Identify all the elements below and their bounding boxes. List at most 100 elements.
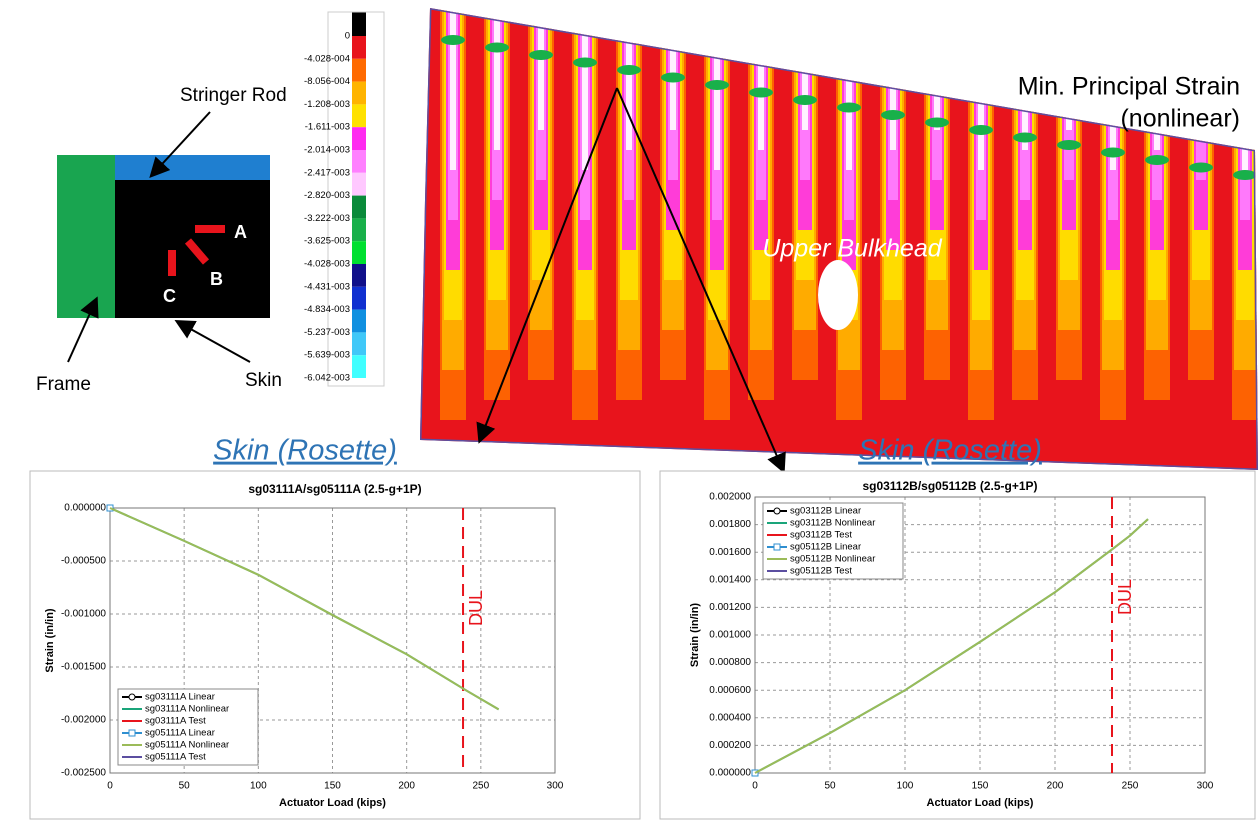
color-swatch bbox=[352, 309, 366, 333]
y-tick-label: 0.000200 bbox=[709, 740, 751, 751]
x-tick-label: 150 bbox=[324, 781, 341, 792]
series-line bbox=[109, 507, 500, 711]
contour-band bbox=[1062, 8, 1076, 230]
color-swatch bbox=[352, 332, 366, 356]
gauge-diagram: A B C Stringer Rod Frame Skin bbox=[36, 85, 287, 395]
y-tick-label: 0.001000 bbox=[709, 630, 751, 641]
colorbar-label: -2.014-003 bbox=[304, 145, 350, 156]
contour-spot bbox=[705, 80, 729, 90]
y-tick-label: 0.000000 bbox=[709, 768, 751, 779]
contour-band bbox=[1240, 8, 1250, 220]
legend-label: sg05112B Nonlinear bbox=[790, 554, 875, 565]
contour-band bbox=[538, 8, 544, 130]
colorbar: 0 -4.028-004 -8.056-004 -1.208-003 -1.611-00… bbox=[304, 11, 385, 387]
x-tick-label: 0 bbox=[752, 781, 758, 792]
contour-spot bbox=[925, 117, 949, 128]
legend-label: sg03111A Nonlinear bbox=[145, 704, 229, 715]
gauge-label: C bbox=[163, 286, 176, 306]
gauge-b bbox=[184, 238, 210, 265]
color-swatch bbox=[352, 150, 366, 173]
annotation-label: DUL bbox=[1115, 579, 1135, 615]
x-axis-label: Actuator Load (kips) bbox=[927, 797, 1034, 809]
y-tick-label: 0.000000 bbox=[64, 503, 106, 514]
x-tick-label: 150 bbox=[972, 781, 989, 792]
skin-label: Skin bbox=[245, 370, 282, 391]
arrow bbox=[476, 87, 618, 444]
x-tick-label: 0 bbox=[107, 781, 113, 792]
chart-frame bbox=[29, 470, 641, 820]
contour-band bbox=[758, 8, 764, 150]
arrow bbox=[149, 111, 211, 178]
color-swatch bbox=[352, 104, 366, 128]
contour-spot bbox=[617, 65, 641, 75]
x-tick-label: 200 bbox=[398, 781, 415, 792]
y-tick-label: 0.001200 bbox=[709, 602, 751, 613]
stringer-shape bbox=[115, 155, 270, 180]
x-tick-label: 50 bbox=[179, 781, 191, 792]
contour-spot bbox=[969, 125, 993, 135]
colorbar-label: -3.222-003 bbox=[304, 213, 350, 224]
colorbar-label: -1.611-003 bbox=[305, 122, 350, 133]
frame-shape bbox=[57, 155, 115, 318]
chart-frame bbox=[659, 470, 1256, 820]
y-tick-label: -0.000500 bbox=[61, 556, 106, 567]
color-swatch bbox=[352, 195, 366, 219]
gauge-label: A bbox=[234, 222, 247, 242]
y-tick-label: -0.001500 bbox=[61, 662, 106, 673]
contour-band bbox=[494, 8, 500, 150]
legend-label: sg03112B Nonlinear bbox=[790, 518, 875, 529]
color-swatch bbox=[352, 172, 366, 196]
arrow bbox=[174, 320, 251, 363]
contour-spot bbox=[1101, 147, 1125, 158]
section-header: Skin (Rosette) bbox=[858, 435, 1042, 467]
x-axis-label: Actuator Load (kips) bbox=[279, 797, 386, 809]
contour-band bbox=[670, 8, 676, 130]
gauge-label: B bbox=[210, 269, 223, 289]
colorbar-label: -5.237-003 bbox=[304, 327, 350, 338]
y-axis-label: Strain (in/in) bbox=[44, 608, 56, 673]
y-tick-label: 0.000400 bbox=[709, 712, 751, 723]
x-tick-label: 250 bbox=[472, 781, 489, 792]
contour-spot bbox=[1013, 132, 1037, 143]
y-tick-label: -0.001000 bbox=[61, 609, 106, 620]
contour-spot bbox=[1233, 170, 1257, 180]
x-tick-label: 250 bbox=[1122, 781, 1139, 792]
colorbar-frame bbox=[327, 11, 385, 387]
contour-spot bbox=[1057, 140, 1081, 150]
y-tick-label: -0.002500 bbox=[61, 768, 106, 779]
contour-spot bbox=[529, 50, 553, 60]
panel-edge bbox=[420, 8, 1258, 470]
y-tick-label: -0.002000 bbox=[61, 715, 106, 726]
color-swatch bbox=[352, 58, 366, 82]
contour-spot bbox=[573, 57, 597, 68]
y-axis-label: Strain (in/in) bbox=[689, 603, 701, 668]
color-swatch bbox=[352, 127, 366, 150]
y-tick-label: 0.000800 bbox=[709, 657, 751, 668]
contour-band bbox=[582, 8, 588, 170]
legend-label: sg03111A Test bbox=[145, 716, 206, 727]
y-tick-label: 0.001400 bbox=[709, 574, 751, 585]
color-swatch bbox=[352, 81, 366, 105]
color-swatch bbox=[352, 218, 366, 242]
x-tick-label: 300 bbox=[1197, 781, 1214, 792]
contour-spot bbox=[793, 95, 817, 105]
stringer-label: Stringer Rod bbox=[180, 85, 287, 106]
legend-label: sg05112B Linear bbox=[790, 542, 861, 553]
annotation-label: DUL bbox=[466, 590, 486, 626]
frame-label: Frame bbox=[36, 374, 91, 395]
series-line bbox=[754, 518, 1149, 774]
y-tick-label: 0.002000 bbox=[709, 492, 751, 503]
color-swatch bbox=[352, 264, 366, 287]
legend-marker bbox=[128, 729, 136, 737]
legend-marker bbox=[773, 507, 781, 515]
contour-band bbox=[932, 8, 942, 180]
plot-area bbox=[754, 496, 1206, 774]
legend-marker bbox=[773, 543, 781, 551]
contour-band bbox=[846, 8, 852, 170]
contour-band bbox=[1238, 8, 1252, 270]
contour-band bbox=[802, 8, 808, 130]
contour-band bbox=[626, 8, 632, 150]
colorbar-label: -2.417-003 bbox=[304, 167, 350, 178]
x-tick-label: 100 bbox=[250, 781, 267, 792]
